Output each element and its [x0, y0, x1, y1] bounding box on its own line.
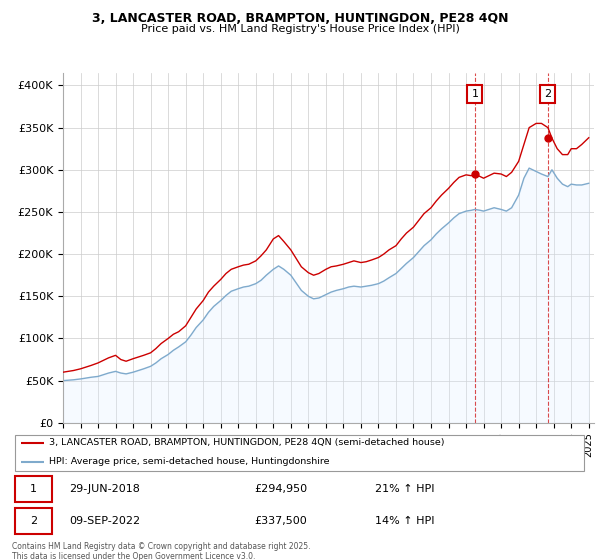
Text: 3, LANCASTER ROAD, BRAMPTON, HUNTINGDON, PE28 4QN (semi-detached house): 3, LANCASTER ROAD, BRAMPTON, HUNTINGDON,… [49, 438, 445, 447]
Text: Contains HM Land Registry data © Crown copyright and database right 2025.
This d: Contains HM Land Registry data © Crown c… [12, 542, 311, 560]
Text: 2: 2 [30, 516, 37, 526]
FancyBboxPatch shape [15, 477, 52, 502]
Text: 09-SEP-2022: 09-SEP-2022 [70, 516, 141, 526]
Text: 1: 1 [30, 484, 37, 494]
Text: 1: 1 [472, 89, 478, 99]
FancyBboxPatch shape [15, 508, 52, 534]
Text: Price paid vs. HM Land Registry's House Price Index (HPI): Price paid vs. HM Land Registry's House … [140, 24, 460, 34]
Text: £294,950: £294,950 [254, 484, 307, 494]
Text: 29-JUN-2018: 29-JUN-2018 [70, 484, 140, 494]
Text: HPI: Average price, semi-detached house, Huntingdonshire: HPI: Average price, semi-detached house,… [49, 458, 330, 466]
Text: 21% ↑ HPI: 21% ↑ HPI [375, 484, 434, 494]
Text: 14% ↑ HPI: 14% ↑ HPI [375, 516, 434, 526]
Text: 2: 2 [544, 89, 551, 99]
Text: 3, LANCASTER ROAD, BRAMPTON, HUNTINGDON, PE28 4QN: 3, LANCASTER ROAD, BRAMPTON, HUNTINGDON,… [92, 12, 508, 25]
Text: £337,500: £337,500 [254, 516, 307, 526]
FancyBboxPatch shape [15, 435, 584, 471]
